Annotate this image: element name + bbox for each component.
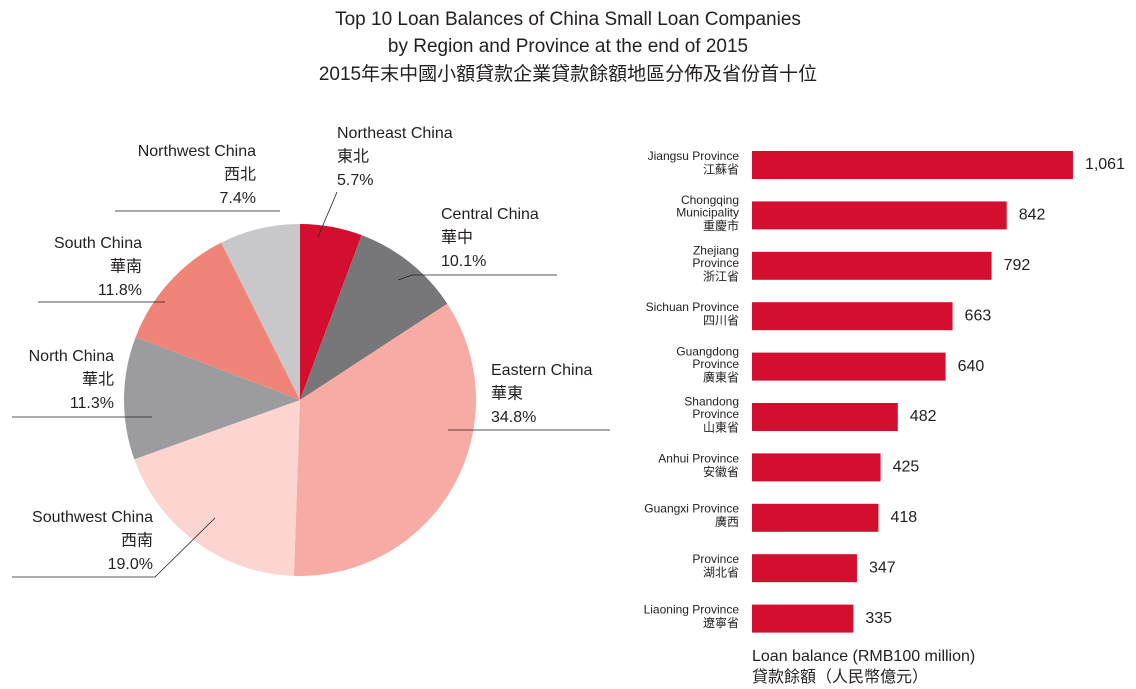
pie-label: Eastern China — [491, 362, 592, 379]
bar-category-label: Province — [692, 407, 739, 421]
bar — [752, 251, 992, 280]
pie-label: Southwest China — [32, 509, 153, 526]
bar-category-label: Municipality — [676, 206, 739, 220]
bar-value-label: 347 — [869, 559, 896, 576]
pie-value-label: 11.3% — [70, 395, 114, 412]
bar-category-label-zh: 山東省 — [703, 421, 739, 435]
bar-value-label: 335 — [865, 610, 892, 627]
bar-category-label: Guangdong — [676, 344, 739, 358]
bar-category-label: Shandong — [684, 395, 739, 409]
pie-slice — [300, 224, 362, 400]
pie-label-zh: 華南 — [110, 258, 142, 276]
x-axis-label: 貸款餘額（人民幣億元） — [752, 668, 928, 686]
bar-value-label: 663 — [965, 307, 992, 324]
bar — [752, 302, 953, 331]
bar — [752, 352, 946, 381]
bar-category-label-zh: 安徽省 — [703, 464, 739, 479]
pie-value-label: 11.8% — [98, 282, 142, 299]
pie-slice — [135, 242, 300, 400]
bar-category-label-zh: 浙江省 — [703, 269, 739, 283]
bar-category-label: Province — [692, 552, 739, 566]
bar-value-label: 1,061 — [1085, 156, 1125, 173]
pie-label-zh: 西南 — [121, 532, 153, 550]
bar-category-label: Province — [692, 357, 739, 371]
leader-line — [317, 191, 338, 238]
pie-value-label: 5.7% — [337, 172, 373, 189]
leader-line — [12, 517, 216, 578]
pie-label: Northwest China — [138, 143, 256, 160]
bar-category-label-zh: 湖北省 — [703, 565, 739, 580]
pie-label-zh: 華北 — [82, 371, 114, 389]
bar-category-label: Sichuan Province — [646, 300, 740, 314]
bar-category-label: Guangxi Province — [644, 502, 739, 516]
title-line: 2015年末中國小額貸款企業貸款餘額地區分佈及省份首十位 — [319, 63, 817, 85]
pie-slice — [221, 224, 300, 400]
pie-value-label: 19.0% — [108, 556, 153, 573]
pie-value-label: 10.1% — [441, 253, 486, 270]
pie-slice — [124, 337, 300, 460]
bar — [752, 453, 881, 482]
bar-category-label: Chongqing — [681, 193, 739, 207]
bar — [752, 503, 879, 532]
bar-value-label: 792 — [1004, 257, 1031, 274]
bar-value-label: 842 — [1019, 207, 1046, 224]
bar-category-label: Jiangsu Province — [648, 149, 740, 163]
pie-label-zh: 東北 — [337, 148, 369, 166]
bar — [752, 151, 1073, 179]
pie-label: Northeast China — [337, 125, 453, 142]
bar-category-label-zh: 江蘇省 — [703, 162, 739, 176]
title-line: by Region and Province at the end of 201… — [388, 36, 748, 57]
bar — [752, 554, 857, 583]
bar-value-label: 425 — [893, 459, 920, 476]
pie-slice — [293, 303, 476, 576]
bar-value-label: 640 — [958, 358, 985, 375]
bar-category-label: Liaoning Province — [644, 603, 740, 617]
leader-line — [397, 274, 557, 281]
bar-category-label-zh: 重慶市 — [703, 218, 739, 233]
pie-value-label: 34.8% — [491, 409, 536, 426]
bar — [752, 604, 854, 633]
pie-label: South China — [54, 235, 142, 252]
pie-label-zh: 西北 — [224, 166, 256, 184]
bar-value-label: 482 — [910, 408, 937, 425]
x-axis-label: Loan balance (RMB100 million) — [752, 648, 975, 665]
pie-slice — [300, 235, 448, 400]
bar-category-label: Province — [692, 256, 739, 270]
pie-value-label: 7.4% — [220, 190, 256, 207]
bar-category-label-zh: 四川省 — [703, 314, 739, 328]
bar-category-label: Zhejiang — [693, 243, 739, 257]
bar-category-label-zh: 廣東省 — [703, 370, 739, 384]
bar-category-label: Anhui Province — [658, 451, 739, 465]
bar — [752, 403, 898, 431]
bar-category-label-zh: 廣西 — [715, 515, 739, 529]
pie-label-zh: 華東 — [491, 385, 523, 403]
bar-category-label-zh: 遼寧省 — [703, 615, 739, 630]
bar-value-label: 418 — [890, 509, 917, 526]
title-line: Top 10 Loan Balances of China Small Loan… — [335, 9, 801, 30]
pie-label-zh: 華中 — [441, 229, 473, 247]
bar — [752, 201, 1007, 230]
pie-slice — [134, 400, 300, 576]
pie-label: Central China — [441, 206, 539, 223]
pie-label: North China — [29, 348, 114, 365]
